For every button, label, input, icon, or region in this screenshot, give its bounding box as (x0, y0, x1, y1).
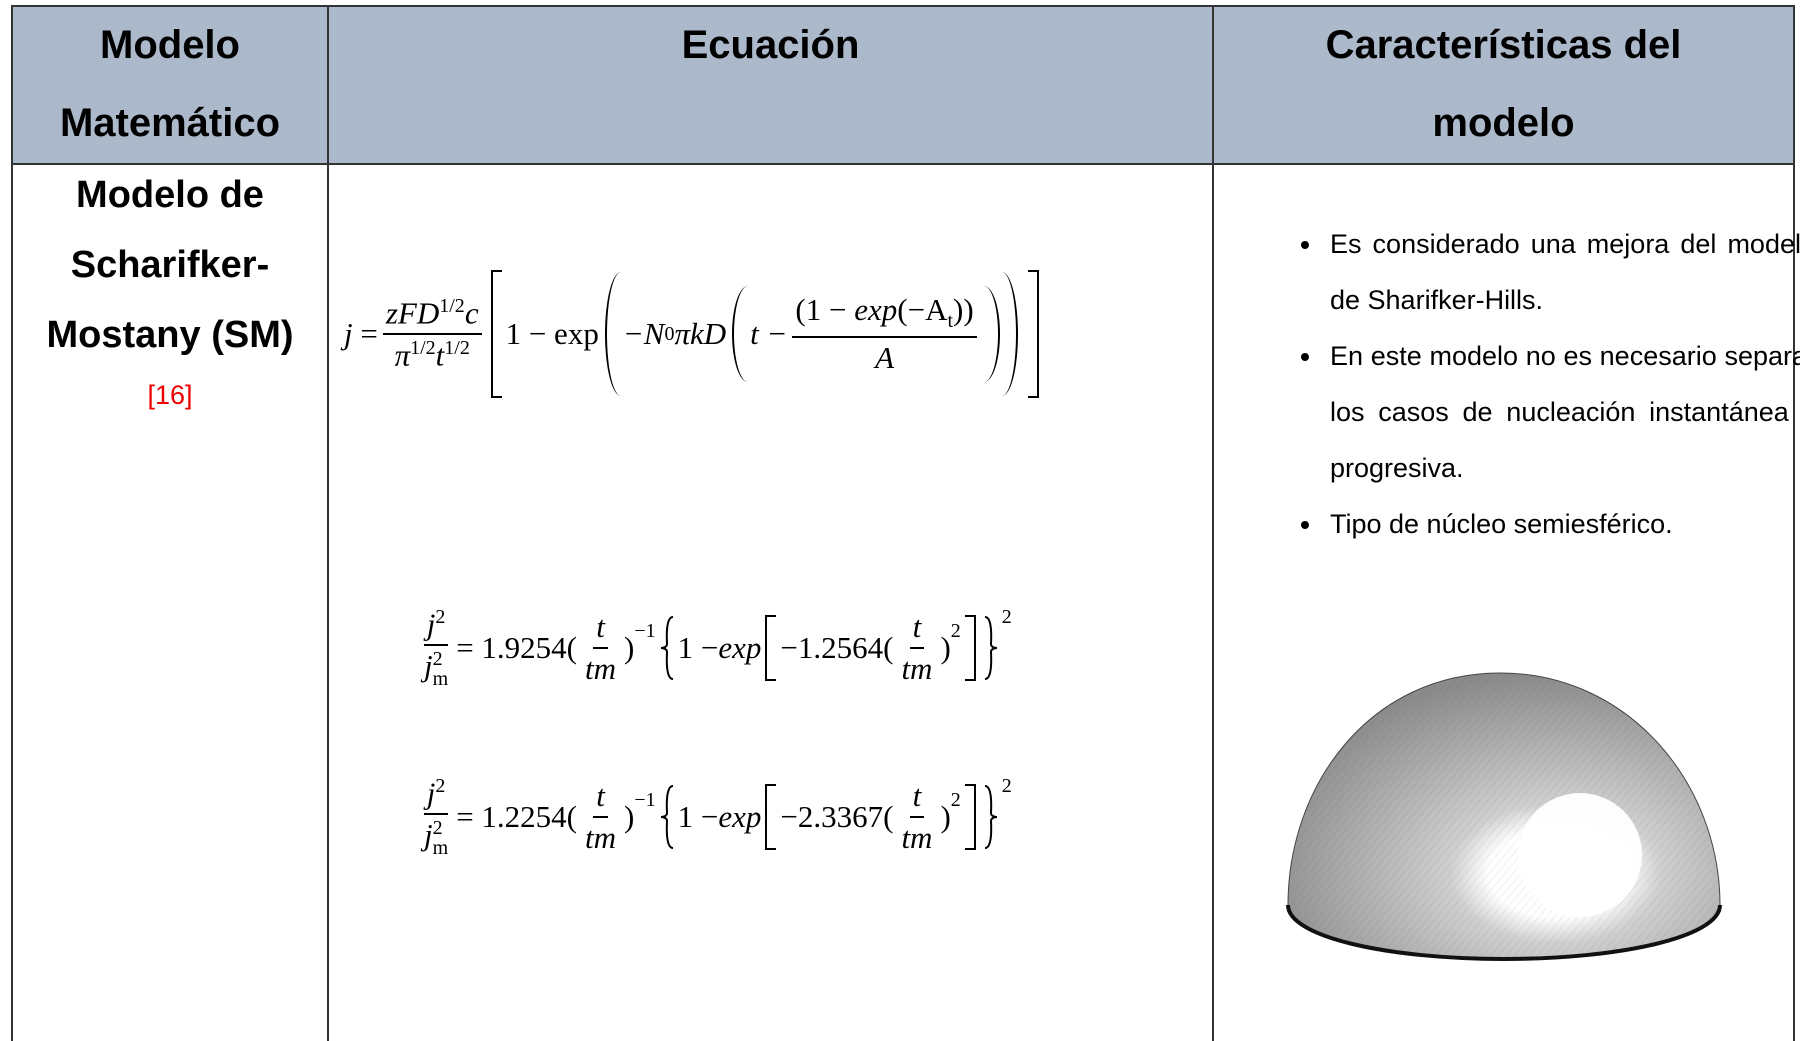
eq-text: 2 (435, 606, 446, 628)
eq-text: t (596, 777, 605, 813)
eq-text: −2.3367( (780, 798, 894, 834)
eq-text: 2 (435, 775, 446, 797)
eq-text: j (344, 316, 353, 351)
brace (660, 784, 673, 849)
header-cell: Ecuación (328, 6, 1213, 164)
fraction: zFD1/2c π1/2t1/2 (382, 294, 482, 374)
eq-text: = 1.9254( (456, 629, 577, 665)
eq-text: A (875, 339, 895, 375)
brace (984, 615, 997, 680)
eq-text: 2 (950, 620, 961, 642)
eq-text: t (947, 310, 954, 333)
eq-text: j (426, 606, 436, 642)
eq-text: ) (624, 629, 635, 665)
eq-text: (−A (897, 292, 948, 328)
eq-text: c (464, 295, 479, 330)
eq-text: 1 − (677, 629, 719, 665)
fraction: t tm (582, 609, 619, 687)
list-item: En este modelo no es necesario separar l… (1324, 328, 1800, 496)
eq-text: tm (901, 650, 933, 686)
eq-text: 1/2 (444, 337, 470, 359)
eq-text: exp (718, 629, 762, 665)
fraction: t tm (898, 778, 935, 856)
eq-text: (1 − (795, 292, 855, 328)
eq-text: −1 (634, 789, 656, 811)
eq-text: −1 (634, 620, 656, 642)
eq-text: 1/2 (410, 337, 436, 359)
border (11, 163, 1795, 165)
eq-text: 2 (950, 789, 961, 811)
eq-text: ) (940, 798, 951, 834)
eq-text: tm (901, 819, 933, 855)
brace (660, 615, 673, 680)
eq-text: 2 (432, 648, 443, 671)
equation: j = zFD1/2c π1/2t1/2 1 − exp −N 0 πkD t − … (344, 270, 1043, 398)
list-item: Es considerado una mejora del modelo de … (1324, 216, 1800, 328)
eq-text: t (912, 608, 922, 644)
characteristics-list: Es considerado una mejora del modelo de … (1290, 216, 1800, 552)
eq-text: exp (854, 292, 898, 328)
border (11, 5, 1795, 7)
eq-text: j (426, 775, 436, 811)
eq-text: j (424, 817, 433, 853)
header-cell: Características del modelo (1213, 6, 1794, 164)
eq-text: πkD (674, 316, 727, 351)
list-item: Tipo de núcleo semiesférico. (1324, 496, 1800, 552)
border (11, 5, 13, 1041)
fraction: t tm (582, 778, 619, 856)
eq-text: t − (750, 316, 788, 351)
eq-text: 1 − exp (505, 316, 599, 351)
border (327, 5, 329, 1041)
model-cell: Modelo de Scharifker-Mostany (SM) [16] (12, 160, 328, 420)
eq-text: t (596, 608, 605, 644)
eq-text: ) (624, 798, 635, 834)
eq-text: 2 (1001, 606, 1012, 628)
eq-text: exp (718, 798, 762, 834)
hemisphere-illustration (1286, 672, 1722, 962)
eq-text: −1.2564( (780, 629, 894, 665)
eq-text: )) (953, 292, 974, 328)
eq-text: = 1.2254( (456, 798, 577, 834)
fraction: (1 − exp(−At)) A (792, 292, 977, 375)
eq-text: 2 (1001, 775, 1012, 797)
eq-text: π (394, 337, 411, 373)
eq-text: 2 (432, 817, 443, 840)
eq-text: m (432, 668, 449, 691)
eq-text: tm (585, 819, 616, 855)
eq-text: 1 − (677, 798, 719, 834)
reference: [16] (147, 380, 193, 410)
brace (984, 784, 997, 849)
fraction: t tm (898, 609, 935, 687)
eq-text: ) (940, 629, 951, 665)
eq-text: 1/2 (439, 294, 465, 317)
eq-text: m (432, 837, 449, 860)
eq-text: −N (622, 316, 665, 351)
eq-text: t (435, 337, 445, 373)
eq-text: = (360, 316, 378, 351)
header-cell: Modelo Matemático (12, 6, 328, 164)
eq-text: j (424, 648, 433, 684)
model-name: Modelo de Scharifker-Mostany (SM) (46, 174, 294, 356)
border (1793, 5, 1795, 1041)
eq-text: 0 (664, 322, 675, 345)
eq-text: zFD (385, 295, 440, 330)
border (1212, 5, 1214, 1041)
eq-text: tm (585, 650, 616, 686)
eq-text: t (912, 777, 922, 813)
